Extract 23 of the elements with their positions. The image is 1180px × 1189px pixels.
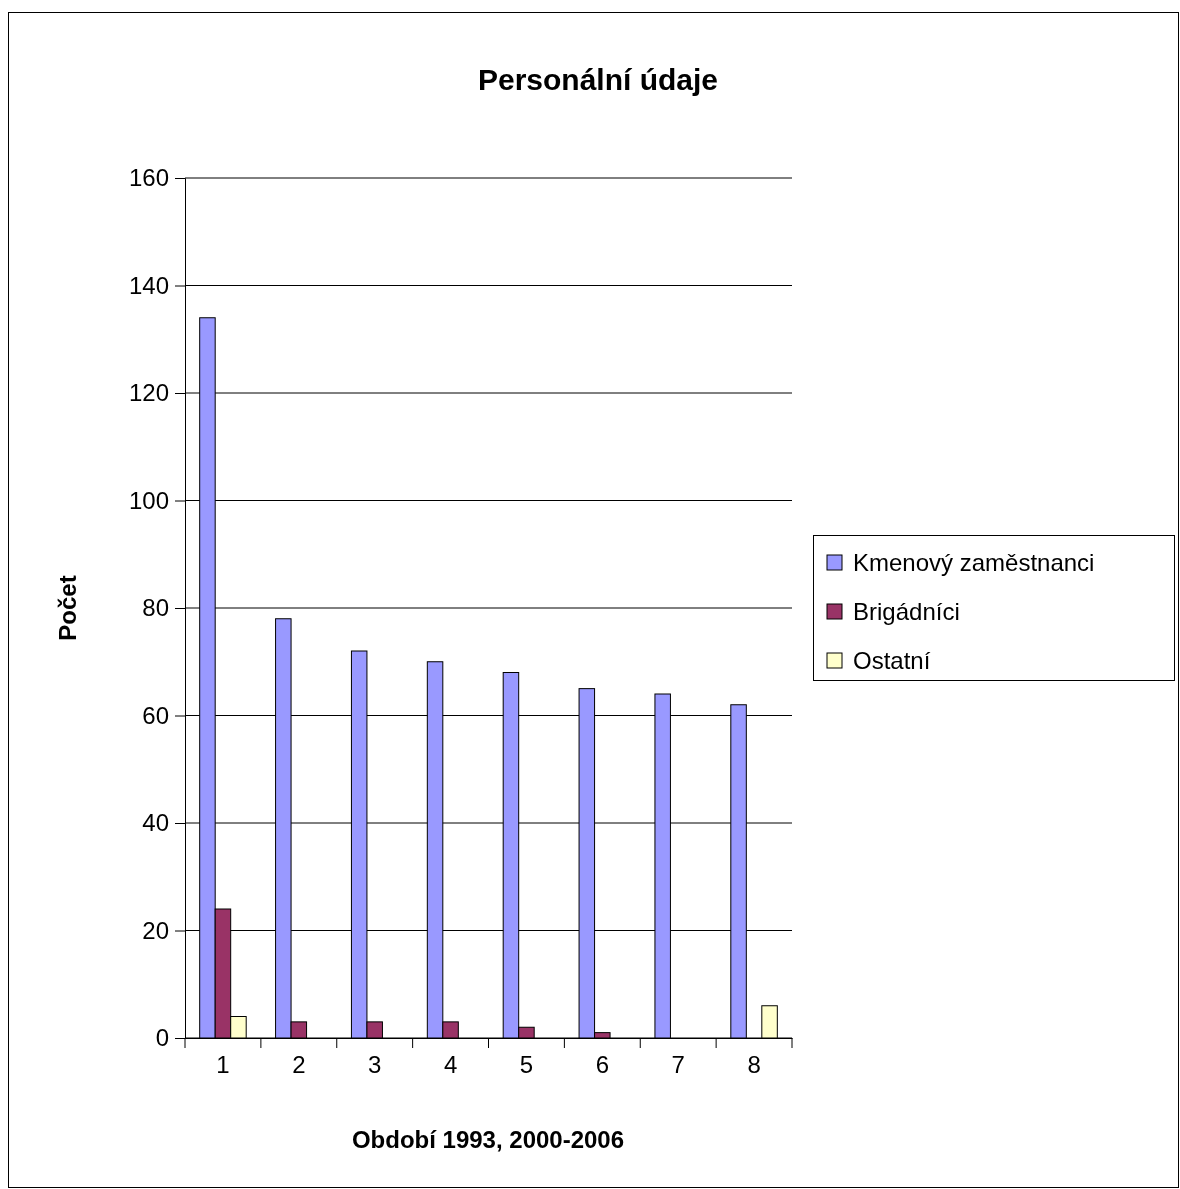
y-tick-label: 140 [128, 271, 169, 299]
legend-label: Ostatní [853, 647, 931, 674]
y-tick-label: 120 [128, 379, 169, 407]
x-tick-label: 4 [443, 1051, 458, 1079]
x-tick-label: 2 [292, 1051, 306, 1079]
chart-title: Personální údaje [477, 63, 719, 96]
x-tick-label: 3 [368, 1051, 382, 1079]
legend-label: Brigádníci [853, 598, 960, 625]
x-tick-label: 6 [595, 1051, 609, 1079]
y-axis-title: Počet [54, 575, 81, 641]
y-tick-label: 60 [142, 701, 169, 729]
y-tick-label: 0 [155, 1024, 169, 1052]
legend-label: Kmenový zaměstnanci [853, 549, 1095, 576]
x-tick-label: 8 [747, 1051, 761, 1079]
y-tick-label: 40 [142, 809, 169, 837]
x-tick-label: 7 [671, 1051, 685, 1079]
y-tick-label: 100 [128, 486, 169, 514]
y-tick-label: 80 [142, 594, 169, 622]
x-axis-title: Období 1993, 2000-2006 [351, 1126, 625, 1153]
y-tick-label: 160 [128, 164, 169, 192]
x-tick-label: 1 [216, 1051, 230, 1079]
y-tick-label: 20 [142, 916, 169, 944]
x-tick-label: 5 [519, 1051, 534, 1079]
